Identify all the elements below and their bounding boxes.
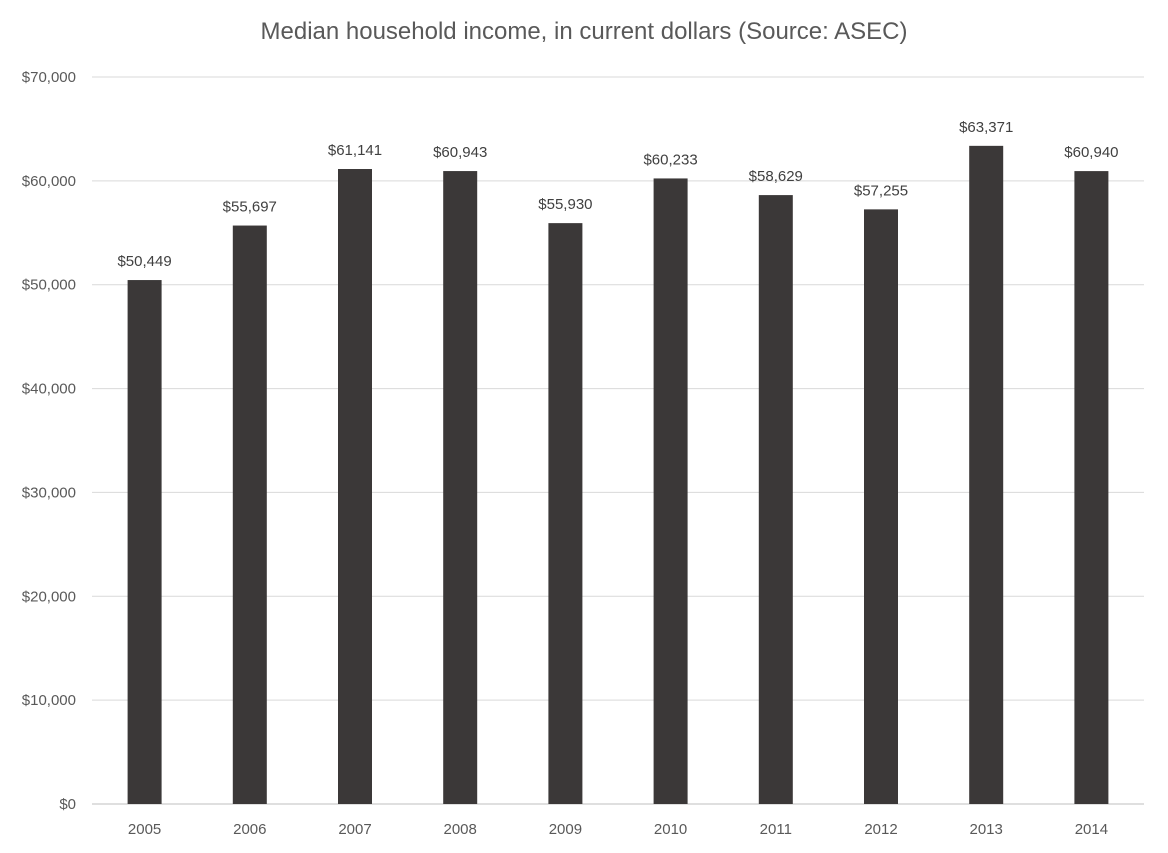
bar xyxy=(232,225,267,804)
x-tick-label: 2005 xyxy=(128,821,161,838)
bar xyxy=(443,171,478,804)
data-label: $57,255 xyxy=(854,182,908,199)
data-label: $61,141 xyxy=(328,142,382,159)
bar xyxy=(1074,171,1109,804)
data-label: $50,449 xyxy=(117,253,171,270)
data-label: $60,233 xyxy=(643,151,697,168)
y-tick-label: $50,000 xyxy=(22,277,76,294)
x-tick-label: 2014 xyxy=(1075,821,1108,838)
x-tick-label: 2012 xyxy=(864,821,897,838)
bar xyxy=(338,169,372,804)
bar xyxy=(969,145,1004,804)
x-tick-label: 2006 xyxy=(233,821,266,838)
x-tick-label: 2009 xyxy=(549,821,582,838)
data-label: $58,629 xyxy=(749,168,803,185)
chart-title: Median household income, in current doll… xyxy=(260,18,908,45)
bar xyxy=(127,280,162,804)
bar xyxy=(653,178,688,805)
data-label: $60,943 xyxy=(433,144,487,161)
x-tick-label: 2011 xyxy=(760,821,792,838)
bar xyxy=(548,223,583,804)
y-tick-label: $20,000 xyxy=(22,588,76,605)
data-label: $63,371 xyxy=(959,119,1013,136)
bar xyxy=(758,195,793,805)
x-tick-label: 2008 xyxy=(444,821,477,838)
y-tick-label: $40,000 xyxy=(22,381,76,398)
y-tick-label: $0 xyxy=(59,796,76,813)
y-tick-label: $30,000 xyxy=(22,484,76,501)
data-label: $55,697 xyxy=(223,199,277,216)
data-label: $55,930 xyxy=(538,196,592,213)
x-tick-label: 2013 xyxy=(970,821,1003,838)
bar xyxy=(864,209,898,805)
y-tick-label: $70,000 xyxy=(22,69,76,86)
y-tick-label: $60,000 xyxy=(22,173,76,190)
x-tick-label: 2007 xyxy=(338,821,371,838)
x-tick-label: 2010 xyxy=(654,821,687,838)
y-tick-label: $10,000 xyxy=(22,692,76,709)
data-label: $60,940 xyxy=(1064,144,1118,161)
